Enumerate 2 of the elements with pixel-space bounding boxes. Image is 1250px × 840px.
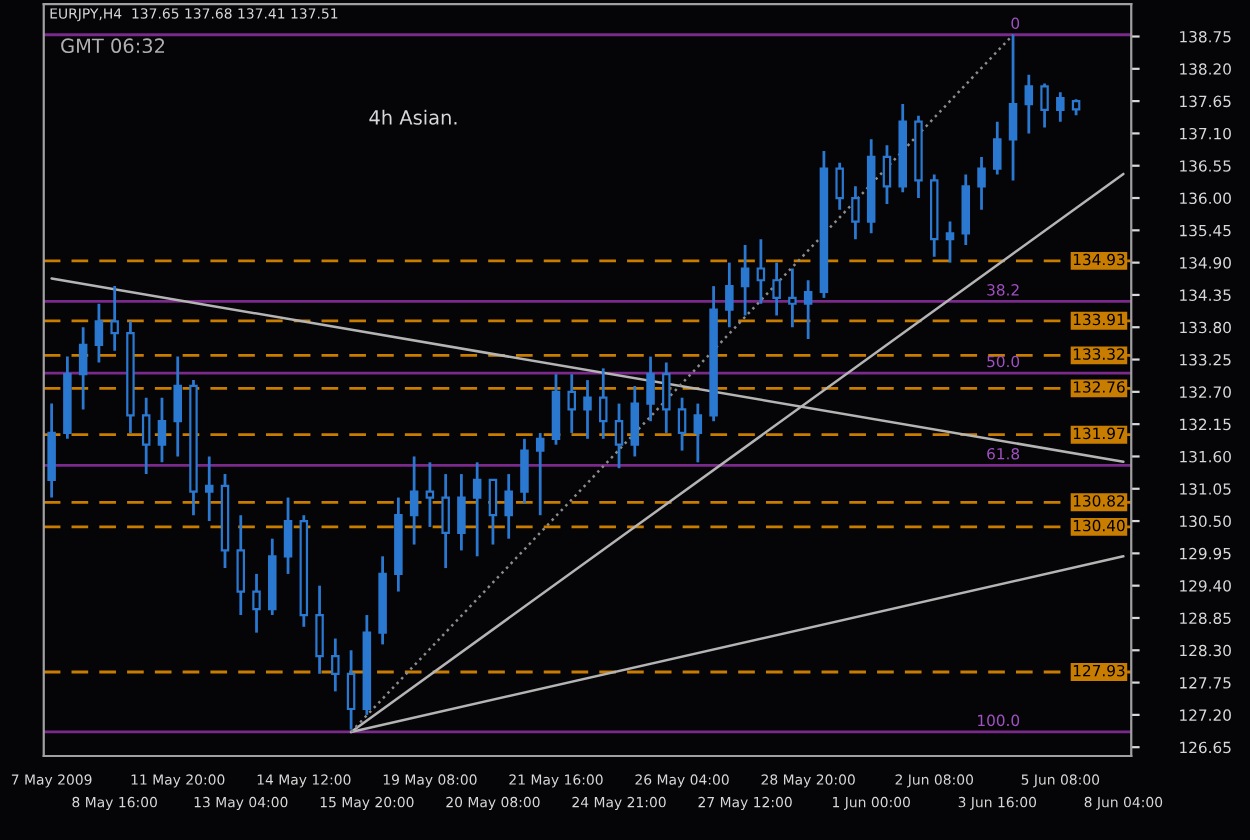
- text: GMT 06:32: [61, 38, 165, 54]
- annotation: 4h Asian.: [369, 109, 457, 125]
